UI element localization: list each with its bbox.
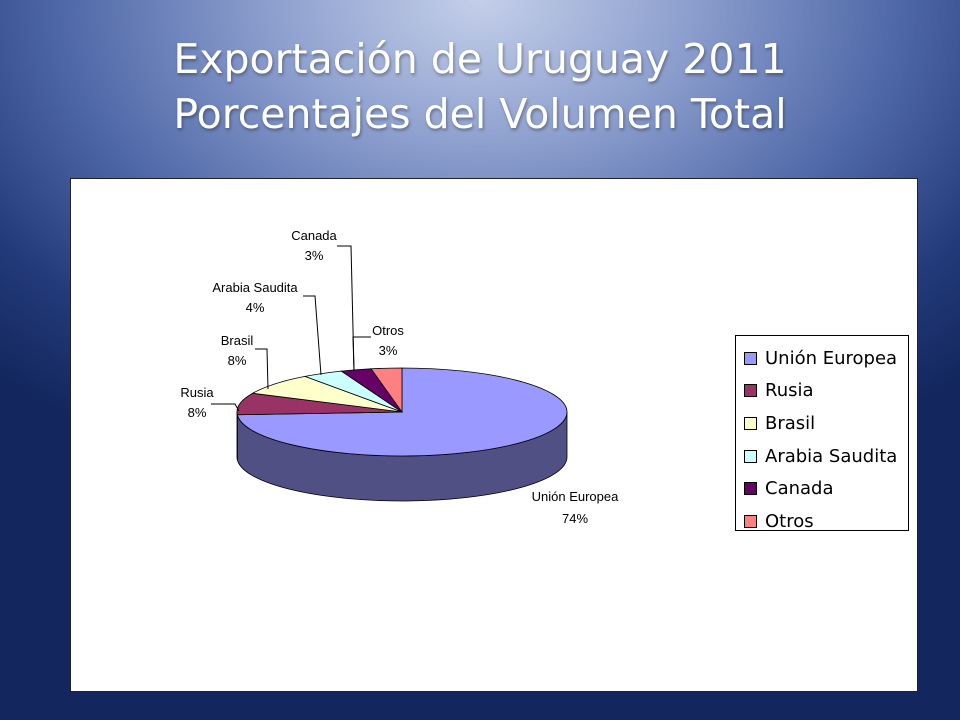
data-label-value-2: 8% (228, 353, 247, 368)
slide-title-line1: Exportación de Uruguay 2011 (173, 35, 787, 83)
slide-title-line2: Porcentajes del Volumen Total (173, 90, 787, 138)
pie-slice-5 (370, 367, 403, 414)
leader-line-2 (255, 348, 269, 390)
data-label-value-0: 74% (562, 511, 588, 526)
leader-line-3 (303, 295, 322, 376)
legend-label: Brasil (765, 412, 816, 434)
data-label-category-0: Unión Europea (532, 489, 619, 504)
data-labels: Unión Europea 74% Rusia 8% Brasil 8% Arabia Sa… (180, 228, 619, 526)
legend-swatch (744, 384, 757, 398)
pie-top (236, 367, 568, 457)
legend-label: Otros (765, 510, 814, 532)
legend-label: Unión Europea (765, 347, 898, 369)
data-label-category-3: Arabia Saudita (212, 280, 298, 295)
pie-chart: Unión Europea 74% Rusia 8% Brasil 8% Arabia Sa… (180, 228, 619, 526)
data-label-category-1: Rusia (180, 385, 214, 400)
chart-legend: Unión Europea Rusia Brasil Arabia Saudit… (735, 335, 909, 532)
legend-item-union-europea: Unión Europea (744, 342, 908, 375)
data-label-value-1: 8% (188, 405, 207, 420)
legend-swatch (744, 351, 757, 365)
legend-swatch (744, 514, 757, 528)
leader-line-4 (337, 245, 355, 372)
chart-area: Unión Europea 74% Rusia 8% Brasil 8% Arabia Sa… (70, 178, 918, 692)
leader-line-5 (352, 336, 371, 372)
legend-label: Rusia (765, 380, 814, 402)
data-label-category-2: Brasil (221, 333, 254, 348)
data-label-value-3: 4% (246, 300, 265, 315)
legend-item-canada: Canada (744, 472, 908, 505)
legend-item-brasil: Brasil (744, 407, 908, 440)
data-label-value-5: 3% (379, 343, 398, 358)
legend-label: Canada (765, 478, 834, 500)
legend-swatch (744, 482, 757, 496)
leader-line-1 (211, 403, 240, 412)
legend-item-rusia: Rusia (744, 375, 908, 408)
legend-swatch (744, 449, 757, 463)
legend-item-arabia-saudita: Arabia Saudita (744, 440, 908, 473)
legend-swatch (744, 416, 757, 430)
legend-label: Arabia Saudita (765, 445, 898, 467)
slide-title: Exportación de Uruguay 2011 Porcentajes … (0, 32, 960, 142)
legend-item-otros: Otros (744, 505, 908, 538)
data-label-value-4: 3% (305, 248, 324, 263)
data-label-category-5: Otros (372, 323, 404, 338)
data-label-category-4: Canada (291, 228, 337, 243)
